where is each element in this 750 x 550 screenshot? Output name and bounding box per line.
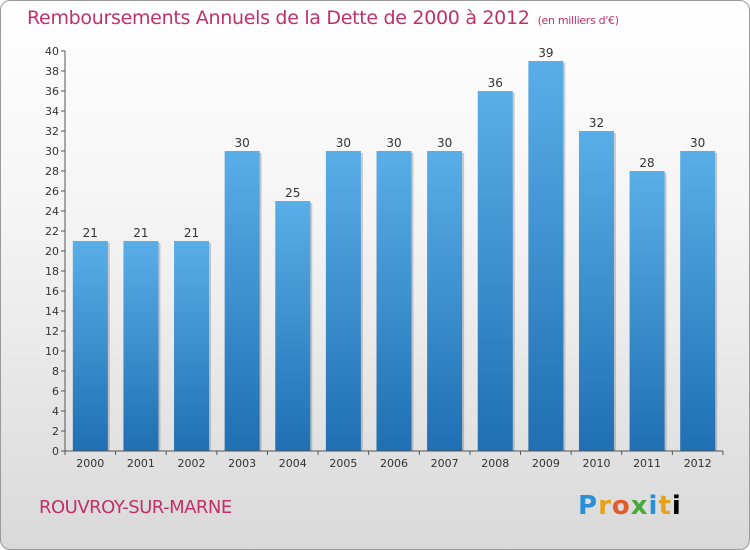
logo-letter: t	[658, 491, 672, 521]
x-tick-label: 2003	[228, 457, 256, 470]
x-tick-label: 2007	[431, 457, 459, 470]
bar	[325, 151, 361, 451]
x-tick-label: 2002	[178, 457, 206, 470]
y-tick-label: 6	[52, 385, 59, 398]
bar-value-label: 36	[488, 76, 503, 90]
bar	[680, 151, 716, 451]
x-tick-label: 2009	[532, 457, 560, 470]
y-tick-label: 40	[45, 45, 59, 58]
bar-value-label: 32	[589, 116, 604, 130]
y-tick-label: 0	[52, 445, 59, 458]
bar	[578, 131, 614, 451]
bar	[224, 151, 260, 451]
y-tick-label: 10	[45, 345, 59, 358]
bar-value-label: 21	[184, 226, 199, 240]
bar	[376, 151, 412, 451]
x-tick-label: 2000	[76, 457, 104, 470]
x-tick-label: 2005	[329, 457, 357, 470]
bar	[123, 241, 159, 451]
bar-value-label: 28	[639, 156, 654, 170]
y-tick-label: 22	[45, 225, 59, 238]
chart-title-text: Remboursements Annuels de la Dette de 20…	[27, 7, 530, 29]
y-tick-label: 20	[45, 245, 59, 258]
bar	[629, 171, 665, 451]
bar-value-label: 25	[285, 186, 300, 200]
y-tick-label: 12	[45, 325, 59, 338]
y-tick-label: 16	[45, 285, 59, 298]
bar	[528, 61, 564, 451]
y-tick-label: 24	[45, 205, 59, 218]
chart-title: Remboursements Annuels de la Dette de 20…	[27, 7, 619, 29]
bars: 21 21 21 30 25 30 30 30 36 39 32 28 30	[72, 46, 718, 451]
bar	[477, 91, 513, 451]
y-tick-label: 8	[52, 365, 59, 378]
bar-value-label: 30	[235, 136, 250, 150]
x-tick-label: 2004	[279, 457, 307, 470]
bar	[427, 151, 463, 451]
y-tick-label: 4	[52, 405, 59, 418]
y-tick-label: 30	[45, 145, 59, 158]
y-tick-label: 36	[45, 85, 59, 98]
logo-letter: P	[578, 491, 599, 521]
bar-value-label: 30	[336, 136, 351, 150]
bar-value-label: 30	[437, 136, 452, 150]
x-tick-label: 2001	[127, 457, 155, 470]
bar-value-label: 30	[690, 136, 705, 150]
logo-letter: x	[630, 491, 649, 521]
y-tick-label: 26	[45, 185, 59, 198]
bar	[275, 201, 311, 451]
bar	[72, 241, 108, 451]
logo-letter: r	[598, 491, 612, 521]
x-tick-label: 2011	[633, 457, 661, 470]
y-tick-label: 38	[45, 65, 59, 78]
y-tick-label: 28	[45, 165, 59, 178]
proxiti-logo: Proxiti	[578, 491, 682, 521]
x-tick-label: 2010	[582, 457, 610, 470]
y-tick-label: 14	[45, 305, 59, 318]
logo-letter: o	[611, 491, 631, 521]
logo-letter: i	[671, 491, 682, 521]
logo-letter: i	[648, 491, 659, 521]
y-tick-label: 34	[45, 105, 59, 118]
x-tick-label: 2012	[684, 457, 712, 470]
commune-name: ROUVROY-SUR-MARNE	[39, 497, 232, 518]
x-tick-label: 2006	[380, 457, 408, 470]
bar-value-label: 30	[386, 136, 401, 150]
bar-value-label: 21	[133, 226, 148, 240]
y-tick-label: 32	[45, 125, 59, 138]
x-axis: 2000 2001 2002 2003 2004 2005 2006 2007 2008 2009…	[64, 450, 724, 470]
bar	[174, 241, 210, 451]
y-tick-label: 18	[45, 265, 59, 278]
x-tick-label: 2008	[481, 457, 509, 470]
bar-value-label: 39	[538, 46, 553, 60]
bar-value-label: 21	[83, 226, 98, 240]
y-tick-label: 2	[52, 425, 59, 438]
chart-unit: (en milliers d'€)	[537, 14, 619, 27]
